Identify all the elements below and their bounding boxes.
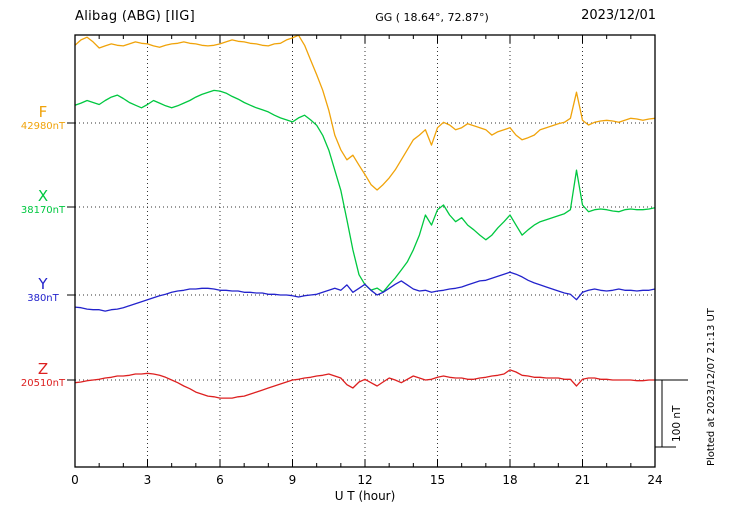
component-letter-F: F — [38, 103, 48, 121]
component-letter-X: X — [37, 187, 49, 205]
component-label-X: X 38170nT — [13, 188, 73, 216]
component-label-Z: Z 20510nT — [13, 361, 73, 389]
plotted-at-note: Plotted at 2023/12/07 21:13 UT — [706, 308, 717, 466]
x-tick-label: 3 — [144, 473, 152, 487]
plot-border — [74, 34, 656, 468]
series-line-Y — [75, 271, 655, 312]
x-tick-label: 12 — [357, 473, 372, 487]
x-tick-label: 9 — [289, 473, 297, 487]
series-line-F — [75, 35, 655, 191]
scale-bar-label: 100 nT — [671, 405, 683, 442]
component-label-Y: Y 380nT — [13, 276, 73, 304]
x-axis-label: U T (hour) — [334, 489, 396, 503]
component-letter-Z: Z — [37, 360, 49, 378]
component-baseline-Z: 20510nT — [20, 377, 66, 389]
plot-date: 2023/12/01 — [581, 8, 656, 23]
station-title: Alibag (ABG) [IIG] — [75, 9, 195, 24]
x-tick-label: 15 — [430, 473, 445, 487]
component-baseline-Y: 380nT — [27, 292, 59, 304]
x-tick-label: 0 — [71, 473, 79, 487]
x-tick-label: 6 — [216, 473, 224, 487]
geographic-coordinates: GG ( 18.64°, 72.87°) — [375, 11, 489, 24]
component-label-F: F 42980nT — [13, 104, 73, 132]
x-tick-label: 18 — [502, 473, 517, 487]
component-baseline-X: 38170nT — [20, 204, 66, 216]
x-tick-label: 24 — [647, 473, 662, 487]
component-letter-Y: Y — [38, 275, 48, 293]
series-line-Z — [75, 369, 655, 399]
x-tick-label: 21 — [575, 473, 590, 487]
component-baseline-F: 42980nT — [20, 120, 66, 132]
